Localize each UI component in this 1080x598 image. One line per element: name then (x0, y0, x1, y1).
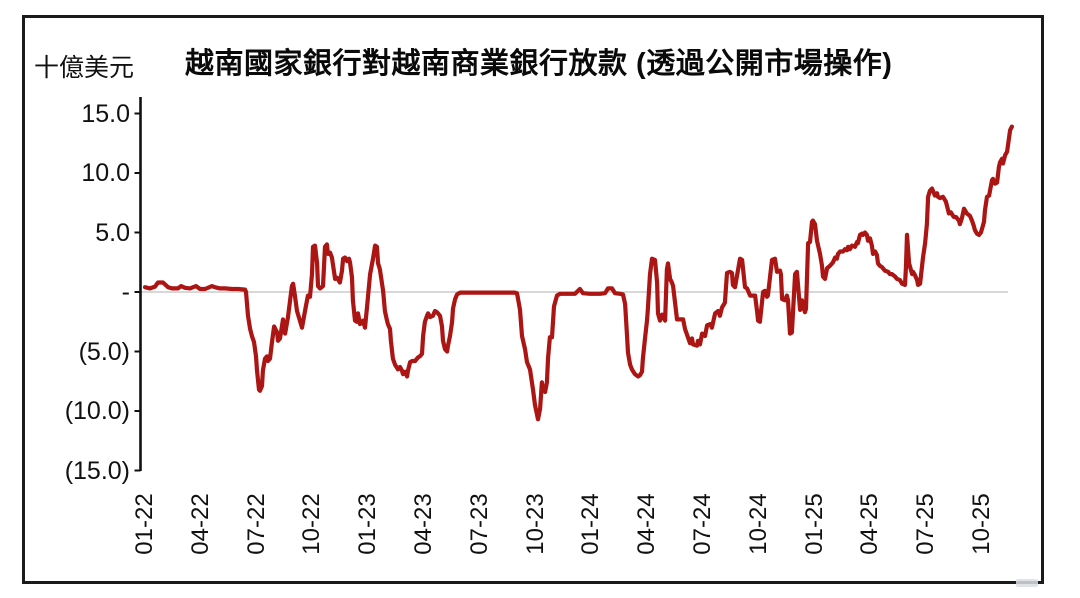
x-tick-label: 04-25 (856, 493, 884, 555)
x-tick-label: 01-25 (800, 493, 828, 555)
watermark-artifact (1016, 579, 1038, 587)
x-tick-label: 04-22 (186, 493, 214, 555)
x-tick-label: 07-25 (912, 493, 940, 555)
x-tick-label: 10-23 (521, 493, 549, 555)
chart-frame-border (22, 15, 1044, 584)
y-axis-unit-label: 十億美元 (34, 54, 135, 82)
y-tick-label: (15.0) (64, 456, 130, 485)
x-tick-label: 07-22 (242, 493, 270, 555)
y-tick-label: (5.0) (78, 337, 130, 366)
x-tick-label: 01-22 (131, 493, 158, 555)
y-tick-label: 15.0 (81, 99, 130, 128)
y-tick-label: - (121, 278, 130, 306)
x-tick-label: 10-22 (298, 493, 326, 555)
y-tick-label: 5.0 (95, 218, 130, 247)
x-tick-label: 07-24 (689, 493, 716, 555)
x-tick-label: 10-25 (968, 493, 995, 555)
chart-title: 越南國家銀行對越南商業銀行放款 (透過公開市場操作) (185, 48, 893, 80)
x-tick-label: 04-23 (410, 493, 437, 555)
data-series-line (142, 124, 1015, 422)
y-tick-label: (10.0) (64, 397, 130, 425)
y-tick-label: 10.0 (81, 159, 130, 187)
x-tick-label: 01-23 (354, 493, 382, 555)
x-tick-label: 07-23 (465, 493, 493, 555)
x-tick-label: 10-24 (744, 493, 772, 555)
x-tick-label: 01-24 (577, 493, 605, 555)
x-tick-label: 04-24 (633, 493, 661, 555)
